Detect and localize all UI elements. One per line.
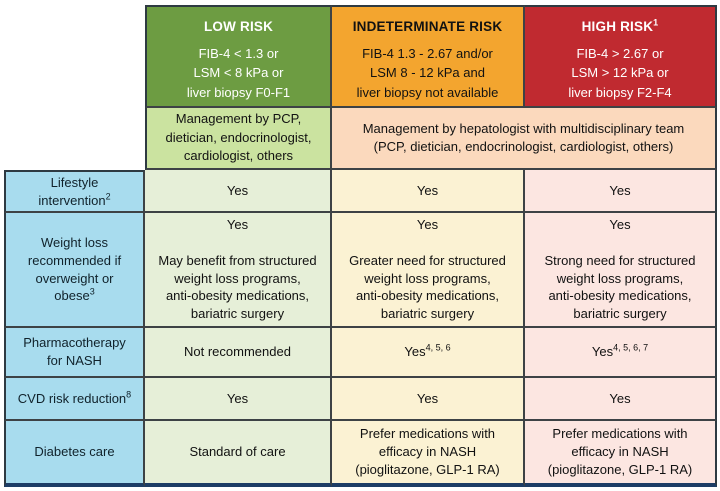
row-label-diabetes-care: Diabetes care: [4, 421, 145, 487]
row-label-cvd-risk-reduction: CVD risk reduction8: [4, 378, 145, 421]
row-label-weight-loss: Weight loss recommended if overweight or…: [4, 213, 145, 328]
column-header-indeterminate-risk: INDETERMINATE RISK FIB-4 1.3 - 2.67 and/…: [332, 5, 525, 108]
cell-diabetes-high: Prefer medications with efficacy in NASH…: [525, 421, 717, 487]
cell-text: Yes4, 5, 6, 7: [591, 342, 649, 360]
cell-cvd-low: Yes: [145, 378, 332, 421]
table-grid: LOW RISK FIB-4 < 1.3 or LSM < 8 kPa or l…: [4, 5, 717, 487]
corner-spacer-management: [4, 108, 145, 170]
management-span-text: Management by hepatologist with multidis…: [362, 120, 685, 154]
management-low-text: Management by PCP, dietician, endocrinol…: [165, 111, 312, 164]
cell-pharmacotherapy-high: Yes4, 5, 6, 7: [525, 328, 717, 378]
cell-text: Yes: [609, 182, 631, 198]
cell-text: Yes May benefit from structured weight l…: [158, 216, 317, 322]
cell-text: Yes: [226, 390, 249, 406]
cell-text: Yes: [416, 390, 439, 406]
cell-pharmacotherapy-low: Not recommended: [145, 328, 332, 378]
indeterminate-risk-criteria: FIB-4 1.3 - 2.67 and/or LSM 8 - 12 kPa a…: [356, 45, 499, 100]
cell-weight-loss-high: Yes Strong need for structured weight lo…: [525, 213, 717, 328]
cell-text: Yes: [609, 390, 631, 406]
high-risk-criteria: FIB-4 > 2.67 or LSM > 12 kPa or liver bi…: [568, 45, 672, 100]
cell-diabetes-indeterminate: Prefer medications with efficacy in NASH…: [332, 421, 525, 487]
cell-text: Yes Strong need for structured weight lo…: [544, 216, 696, 322]
high-risk-title: HIGH RISK1: [581, 17, 659, 34]
row-label-text: Lifestyle intervention2: [38, 174, 111, 208]
cell-lifestyle-low: Yes: [145, 170, 332, 213]
row-label-text: Weight loss recommended if overweight or…: [27, 234, 122, 304]
corner-spacer-header: [4, 5, 145, 108]
row-label-text: Diabetes care: [34, 444, 115, 460]
cell-diabetes-low: Standard of care: [145, 421, 332, 487]
cell-weight-loss-indeterminate: Yes Greater need for structured weight l…: [332, 213, 525, 328]
column-header-high-risk: HIGH RISK1 FIB-4 > 2.67 or LSM > 12 kPa …: [525, 5, 717, 108]
cell-text: Yes Greater need for structured weight l…: [349, 216, 506, 322]
row-label-lifestyle-intervention: Lifestyle intervention2: [4, 170, 145, 213]
cell-text: Prefer medications with efficacy in NASH…: [547, 426, 693, 477]
cell-cvd-indeterminate: Yes: [332, 378, 525, 421]
cell-lifestyle-high: Yes: [525, 170, 717, 213]
column-header-low-risk: LOW RISK FIB-4 < 1.3 or LSM < 8 kPa or l…: [145, 5, 332, 108]
indeterminate-risk-title: INDETERMINATE RISK: [352, 19, 503, 34]
row-label-text: CVD risk reduction8: [17, 389, 132, 406]
cell-pharmacotherapy-indeterminate: Yes4, 5, 6: [332, 328, 525, 378]
row-label-text: Pharmacotherapy for NASH: [23, 335, 126, 368]
cell-text: Not recommended: [184, 344, 291, 360]
row-label-pharmacotherapy-nash: Pharmacotherapy for NASH: [4, 328, 145, 378]
cell-text: Prefer medications with efficacy in NASH…: [355, 426, 500, 477]
cell-text: Yes4, 5, 6: [404, 342, 451, 360]
cell-weight-loss-low: Yes May benefit from structured weight l…: [145, 213, 332, 328]
low-risk-title: LOW RISK: [203, 19, 274, 34]
management-cell-indeterminate-high: Management by hepatologist with multidis…: [332, 108, 717, 170]
cell-cvd-high: Yes: [525, 378, 717, 421]
cell-text: Standard of care: [189, 444, 286, 460]
cell-text: Yes: [416, 182, 439, 198]
cell-lifestyle-indeterminate: Yes: [332, 170, 525, 213]
low-risk-criteria: FIB-4 < 1.3 or LSM < 8 kPa or liver biop…: [186, 45, 291, 100]
cell-text: Yes: [226, 182, 249, 198]
management-cell-low: Management by PCP, dietician, endocrinol…: [145, 108, 332, 170]
